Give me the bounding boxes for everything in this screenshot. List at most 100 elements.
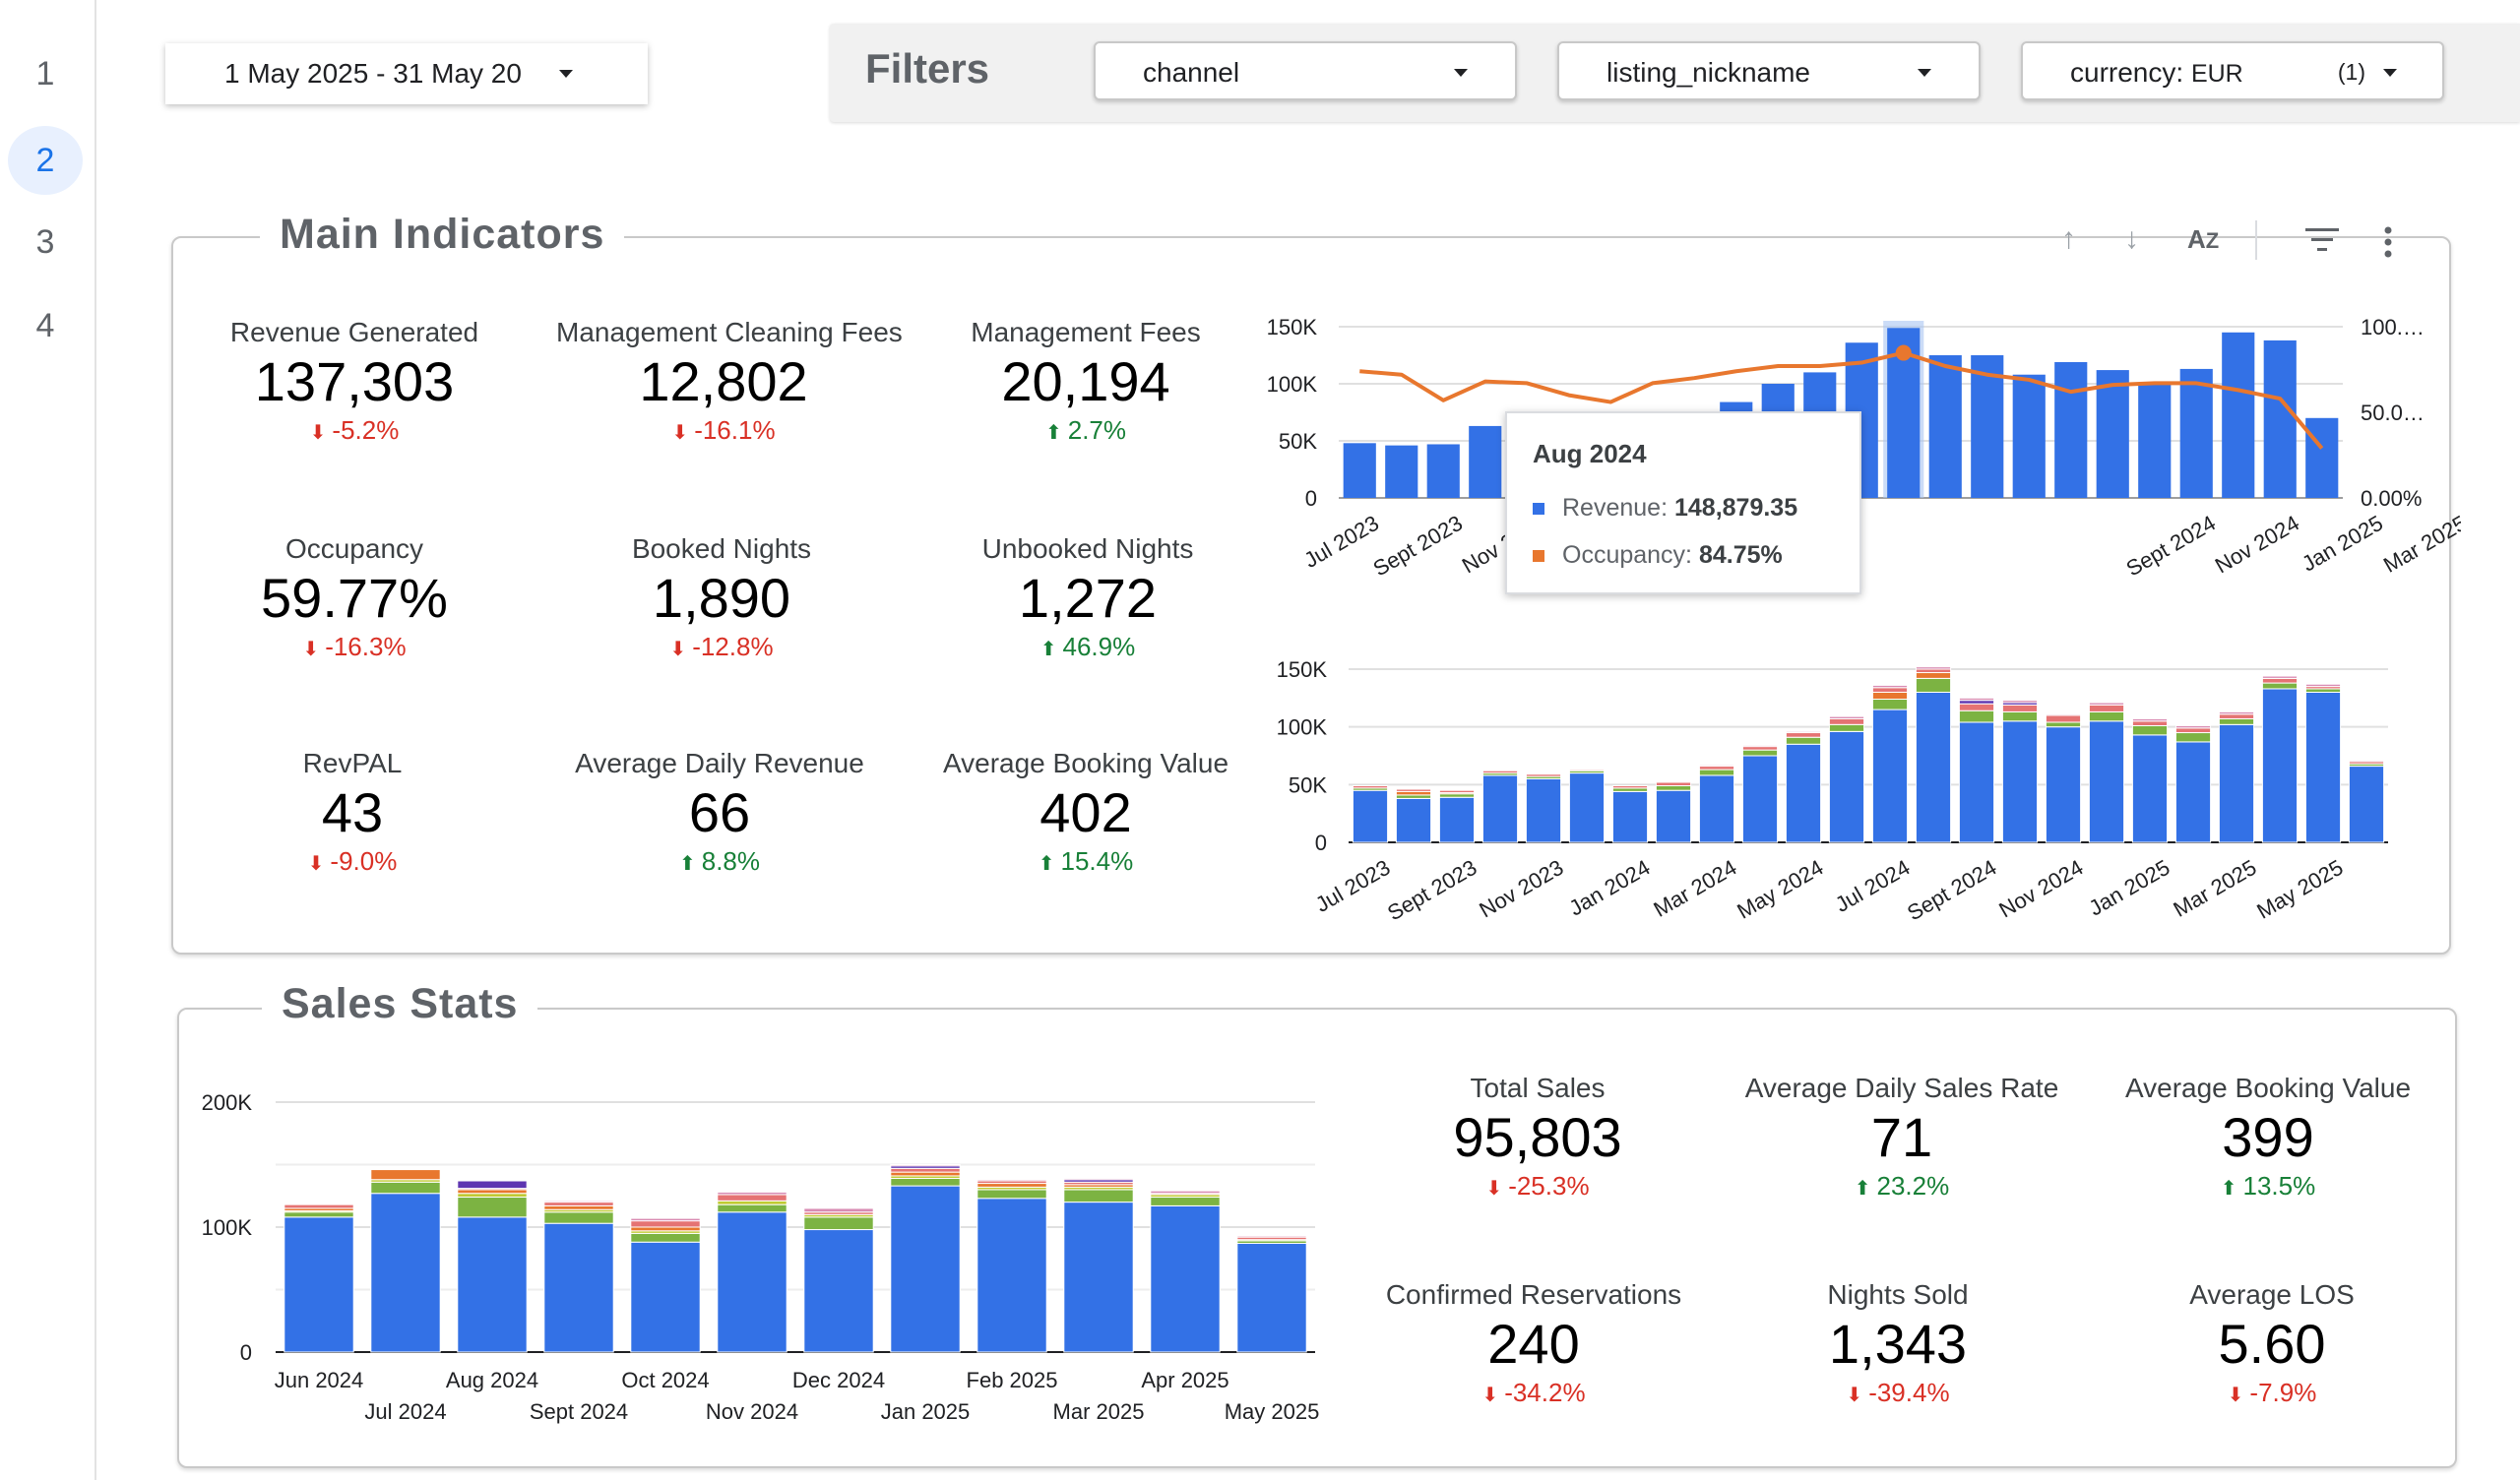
- stacked-bar-segment: [1611, 790, 1649, 843]
- kpi-label: Average Daily Sales Rate: [1744, 1073, 2059, 1103]
- x-tick-label: Apr 2025: [1141, 1368, 1228, 1392]
- stacked-bar-segment: [1828, 723, 1865, 732]
- x-tick-label: Oct 2024: [621, 1368, 709, 1392]
- kpi-average-daily-sales-rate: Average Daily Sales Rate 71 ⬆ 23.2%: [1734, 1073, 2069, 1202]
- sort-ascending-icon[interactable]: ↑: [2061, 222, 2076, 255]
- stacked-bar-segment: [1871, 691, 1909, 701]
- stacked-bar-segment: [1785, 736, 1822, 745]
- kpi-management-cleaning-fees: Management Cleaning Fees 12,802 ⬇ -16.1%: [556, 317, 903, 446]
- stacked-bar-segment: [1741, 744, 1779, 748]
- stacked-bar-segment: [1828, 715, 1865, 719]
- kpi-value: 71: [1870, 1106, 1933, 1168]
- legend-swatch: [1533, 503, 1544, 516]
- stacked-bar-segment: [2174, 741, 2212, 843]
- stacked-bar-segment: [1785, 732, 1822, 738]
- stacked-bar-segment: [2261, 677, 2299, 684]
- kpi-delta-value: -5.2%: [332, 415, 400, 445]
- stacked-bar-segment: [803, 1207, 874, 1213]
- stacked-bar-segment: [2131, 724, 2169, 736]
- stacked-bar-segment: [2088, 710, 2125, 722]
- stacked-bar-segment: [1741, 746, 1779, 751]
- stacked-bar-segment: [717, 1211, 788, 1353]
- stacked-bar-segment: [1438, 793, 1476, 798]
- sort-descending-icon[interactable]: ↓: [2124, 222, 2139, 255]
- stacked-bar-segment: [1958, 721, 1995, 843]
- kpi-value: 59.77%: [261, 567, 448, 629]
- stacked-bar-segment: [1352, 785, 1389, 789]
- stacked-bar-segment: [2001, 700, 2039, 704]
- stacked-bar-segment: [1525, 777, 1562, 843]
- kpi-value: 95,803: [1453, 1106, 1622, 1168]
- x-tick-label: Aug 2024: [446, 1368, 538, 1392]
- stacked-bar-segment: [1958, 709, 1995, 723]
- stacked-bar-segment: [1568, 772, 1606, 843]
- x-tick-label: Jan 2025: [881, 1399, 971, 1424]
- kpi-management-fees: Management Fees 20,194 ⬆ 2.7%: [918, 317, 1253, 446]
- currency-filter-dropdown[interactable]: currency: EUR (1): [2021, 41, 2444, 100]
- date-range-label: 1 May 2025 - 31 May 20: [224, 58, 522, 89]
- stacked-bar-segment: [1568, 769, 1606, 771]
- stacked-bar-segment: [1741, 755, 1779, 843]
- stacked-bar-segment: [976, 1189, 1047, 1200]
- kpi-average-booking-value: Average Booking Value 402 ⬆ 15.4%: [918, 748, 1253, 877]
- stacked-bar-segment: [803, 1229, 874, 1353]
- kpi-label: Nights Sold: [1827, 1279, 1969, 1310]
- page-4-button[interactable]: 4: [35, 307, 55, 344]
- filter-icon[interactable]: [2305, 226, 2339, 254]
- kpi-value: 1,343: [1828, 1313, 1968, 1375]
- stacked-bar-segment: [1958, 697, 1995, 702]
- arrow-down-icon: ⬇: [2227, 1385, 2244, 1406]
- kpi-delta-value: 8.8%: [701, 846, 761, 876]
- stacked-bar-segment: [1150, 1204, 1221, 1353]
- kpi-delta: ⬆ 15.4%: [918, 846, 1253, 877]
- kpi-value: 1,272: [1018, 567, 1158, 629]
- stacked-bar-segment: [890, 1164, 961, 1167]
- page-2-button[interactable]: 2: [8, 126, 83, 195]
- arrow-up-icon: ⬆: [1854, 1178, 1871, 1200]
- stacked-bar-segment: [890, 1177, 961, 1187]
- x-tick-label: Jan 2024: [1565, 855, 1655, 921]
- kpi-delta-value: -12.8%: [692, 632, 774, 661]
- kpi-label: Average LOS: [2189, 1279, 2355, 1310]
- kpi-nights-sold: Nights Sold 1,343 ⬇ -39.4%: [1731, 1279, 2065, 1408]
- page-3-button[interactable]: 3: [35, 223, 55, 261]
- kpi-label: Unbooked Nights: [981, 533, 1194, 564]
- stacked-bar-segment: [1958, 700, 1995, 705]
- revenue-bar: [1426, 444, 1460, 498]
- stacked-bar-segment: [2088, 702, 2125, 706]
- stacked-bar-segment: [976, 1183, 1047, 1188]
- stacked-bar-segment: [2131, 734, 2169, 843]
- kpi-label: Average Booking Value: [942, 748, 1229, 778]
- sort-az-icon[interactable]: AZ: [2187, 224, 2220, 254]
- x-tick-label: Jun 2024: [275, 1368, 364, 1392]
- arrow-down-icon: ⬇: [1481, 1385, 1499, 1406]
- stacked-bar-segment: [543, 1211, 614, 1224]
- kpi-delta-value: -16.1%: [694, 415, 776, 445]
- stacked-bar-segment: [2218, 710, 2255, 715]
- stacked-bar-segment: [1828, 730, 1865, 843]
- x-tick-label: Jul 2024: [1831, 855, 1915, 917]
- stacked-bar-segment: [1871, 687, 1909, 693]
- kpi-value: 20,194: [1001, 350, 1170, 412]
- stacked-bar-segment: [284, 1211, 354, 1218]
- legend-swatch: [1533, 550, 1544, 563]
- revenue-bar: [2096, 370, 2129, 498]
- page-1-button[interactable]: 1: [35, 55, 55, 92]
- stacked-bar-segment: [630, 1241, 701, 1353]
- sales-by-channel-chart[interactable]: 0 100K 200K Jun 2024 Aug 2024 Oct 2024 Dec 202…: [187, 1063, 1339, 1437]
- revenue-bar: [1971, 355, 2004, 498]
- channel-filter-dropdown[interactable]: channel: [1094, 41, 1517, 100]
- more-vert-icon[interactable]: [2382, 226, 2394, 260]
- date-range-picker[interactable]: 1 May 2025 - 31 May 20: [165, 43, 648, 104]
- listing-filter-dropdown[interactable]: listing_nickname: [1557, 41, 1981, 100]
- stacked-bar-segment: [1063, 1177, 1134, 1181]
- stacked-bar-segment: [2348, 766, 2385, 843]
- stacked-bar-segment: [1236, 1243, 1307, 1353]
- stacked-bar-segment: [717, 1200, 788, 1205]
- kpi-label: RevPAL: [302, 748, 403, 778]
- kpi-value: 12,802: [639, 350, 808, 412]
- stacked-bar-segment: [1395, 794, 1432, 799]
- kpi-occupancy: Occupancy 59.77% ⬇ -16.3%: [187, 533, 522, 662]
- x-tick-label: Nov 2024: [706, 1399, 798, 1424]
